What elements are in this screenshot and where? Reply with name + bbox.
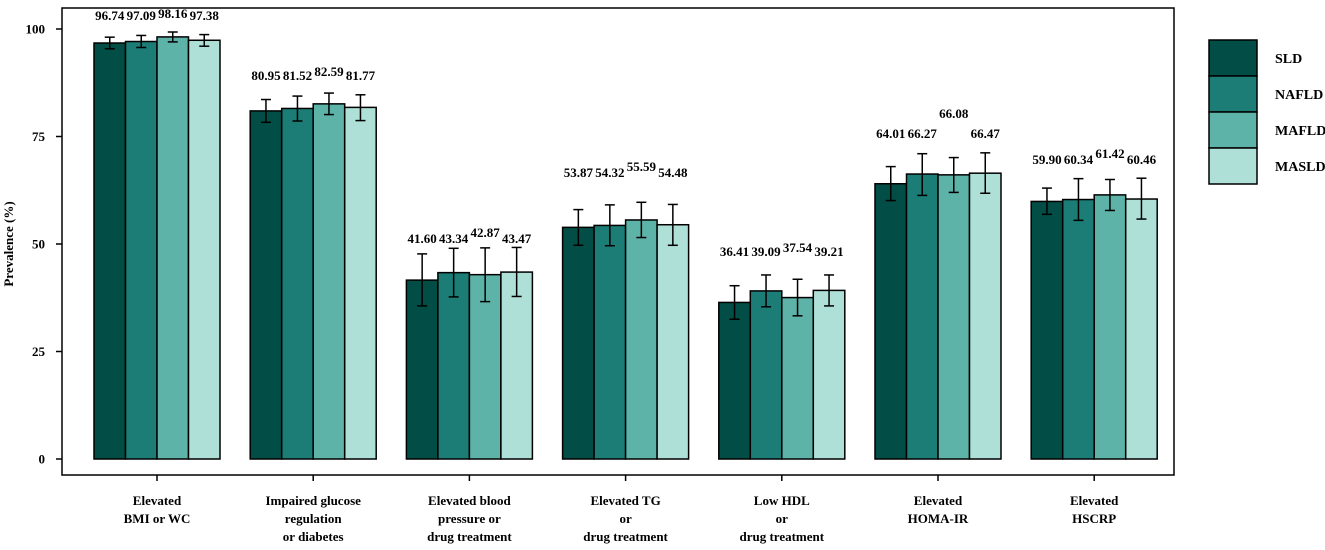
value-label: 60.34: [1064, 152, 1094, 167]
bar-sld: [718, 301, 752, 460]
value-label: 81.77: [346, 68, 376, 83]
x-tick-label: Elevated HOMA-IR: [908, 493, 969, 526]
legend-swatch-masld: [1208, 147, 1258, 185]
bar-sld: [874, 183, 908, 460]
bar-mafld: [156, 36, 190, 460]
legend-label-mafld: MAFLD: [1275, 124, 1325, 139]
bar-mafld: [1093, 194, 1127, 460]
bar-nafld: [280, 107, 314, 460]
value-label: 61.42: [1095, 146, 1124, 161]
value-label: 97.09: [127, 8, 157, 23]
y-tick-label: 0: [39, 452, 46, 467]
bar-mafld: [781, 296, 815, 460]
x-tick-label: Low HDL or drug treatment: [739, 493, 824, 544]
value-label: 66.27: [908, 126, 938, 141]
y-tick-label: 75: [32, 129, 46, 144]
y-axis-label: Prevalence (%): [1, 201, 16, 286]
bar-nafld: [124, 40, 158, 460]
bar-masld: [812, 289, 846, 460]
value-label: 39.21: [814, 244, 843, 259]
bar-masld: [500, 271, 534, 460]
bar-masld: [968, 172, 1002, 460]
plot-frame: [61, 7, 1175, 476]
value-label: 59.90: [1032, 152, 1061, 167]
value-label: 98.16: [158, 6, 188, 21]
bar-nafld: [593, 224, 627, 460]
value-label: 64.01: [876, 126, 905, 141]
y-tick-label: 100: [26, 22, 46, 37]
bar-masld: [656, 223, 690, 460]
x-tick-label: Elevated BMI or WC: [124, 493, 191, 526]
bar-nafld: [1061, 198, 1095, 460]
bar-masld: [1124, 198, 1158, 460]
y-tick-label: 50: [32, 237, 45, 252]
value-label: 39.09: [751, 244, 781, 259]
x-tick-label: Elevated HSCRP: [1070, 493, 1119, 526]
bar-nafld: [749, 290, 783, 460]
value-label: 54.48: [658, 165, 688, 180]
value-label: 66.47: [971, 126, 1001, 141]
x-tick-label: Elevated blood pressure or drug treatment: [427, 493, 512, 544]
legend-swatch-nafld: [1208, 75, 1258, 113]
bar-mafld: [624, 219, 658, 460]
value-label: 53.87: [564, 165, 594, 180]
x-tick-label: Elevated TG or drug treatment: [583, 493, 668, 544]
bar-mafld: [937, 174, 971, 460]
y-tick-label: 25: [32, 344, 46, 359]
legend-swatch-mafld: [1208, 111, 1258, 149]
value-label: 80.95: [251, 68, 281, 83]
bar-sld: [1030, 200, 1064, 460]
bar-masld: [187, 39, 221, 460]
value-label: 81.52: [283, 68, 312, 83]
value-label: 43.47: [502, 231, 532, 246]
value-label: 97.38: [190, 8, 220, 23]
bar-nafld: [905, 173, 939, 460]
value-label: 82.59: [314, 64, 344, 79]
value-label: 54.32: [595, 165, 624, 180]
legend-label-nafld: NAFLD: [1275, 88, 1323, 103]
value-label: 60.46: [1127, 152, 1157, 167]
bar-sld: [561, 226, 595, 460]
bar-sld: [249, 110, 283, 460]
bar-sld: [93, 42, 127, 460]
bar-nafld: [437, 271, 471, 460]
value-label: 43.34: [439, 231, 469, 246]
value-label: 37.54: [783, 240, 813, 255]
bar-masld: [343, 106, 377, 460]
value-label: 66.08: [939, 106, 969, 121]
value-label: 41.60: [408, 231, 437, 246]
value-label: 55.59: [627, 159, 657, 174]
value-label: 36.41: [720, 244, 749, 259]
legend-label-sld: SLD: [1275, 52, 1302, 67]
legend-swatch-sld: [1208, 39, 1258, 77]
legend-label-masld: MASLD: [1275, 160, 1325, 175]
value-label: 42.87: [471, 225, 501, 240]
bar-mafld: [312, 103, 346, 460]
value-label: 96.74: [95, 8, 125, 23]
bar-sld: [405, 279, 439, 460]
bar-mafld: [468, 273, 502, 460]
x-tick-label: Impaired glucose regulation or diabetes: [265, 493, 361, 544]
